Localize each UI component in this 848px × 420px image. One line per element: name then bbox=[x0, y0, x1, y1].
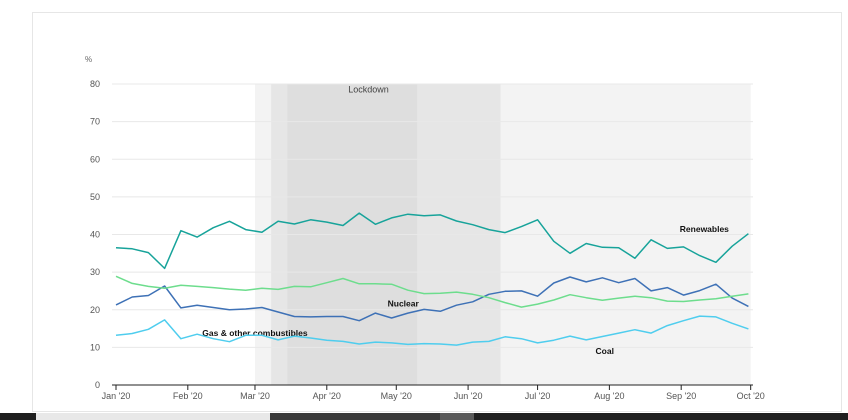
x-tick-label: May '20 bbox=[381, 391, 412, 401]
x-tick-label: Jun '20 bbox=[454, 391, 483, 401]
x-tick-label: Sep '20 bbox=[666, 391, 696, 401]
series-label-nuclear: Nuclear bbox=[388, 299, 420, 309]
x-tick-label: Aug '20 bbox=[594, 391, 624, 401]
lockdown-label: Lockdown bbox=[348, 85, 389, 95]
y-tick-label: 70 bbox=[90, 117, 100, 127]
x-tick-label: Apr '20 bbox=[313, 391, 341, 401]
x-tick-label: Jan '20 bbox=[102, 391, 131, 401]
y-tick-label: 40 bbox=[90, 230, 100, 240]
y-axis-unit: % bbox=[85, 55, 92, 64]
series-line-nuclear bbox=[115, 276, 749, 322]
bottom-bar bbox=[0, 413, 848, 420]
y-tick-label: 0 bbox=[95, 380, 100, 390]
x-tick-label: Feb '20 bbox=[173, 391, 203, 401]
x-tick-label: Jul '20 bbox=[525, 391, 551, 401]
series-label-coal: Coal bbox=[596, 346, 614, 356]
bottom-bar-segment bbox=[440, 413, 474, 420]
y-tick-label: 60 bbox=[90, 154, 100, 164]
bottom-bar-segment bbox=[36, 413, 270, 420]
x-tick-label: Oct '20 bbox=[737, 391, 765, 401]
y-tick-label: 30 bbox=[90, 267, 100, 277]
series-line-gas-other-combustibles bbox=[115, 275, 749, 308]
series-line-coal bbox=[115, 315, 749, 346]
y-tick-label: 10 bbox=[90, 342, 100, 352]
y-tick-label: 20 bbox=[90, 305, 100, 315]
y-tick-label: 50 bbox=[90, 192, 100, 202]
bottom-bar-segment bbox=[270, 413, 440, 420]
series-label-renewables: Renewables bbox=[680, 224, 729, 234]
series-label-gas-other-combustibles: Gas & other combustibles bbox=[202, 328, 308, 338]
y-tick-label: 80 bbox=[90, 79, 100, 89]
series-line-renewables bbox=[115, 212, 749, 270]
x-tick-label: Mar '20 bbox=[240, 391, 270, 401]
